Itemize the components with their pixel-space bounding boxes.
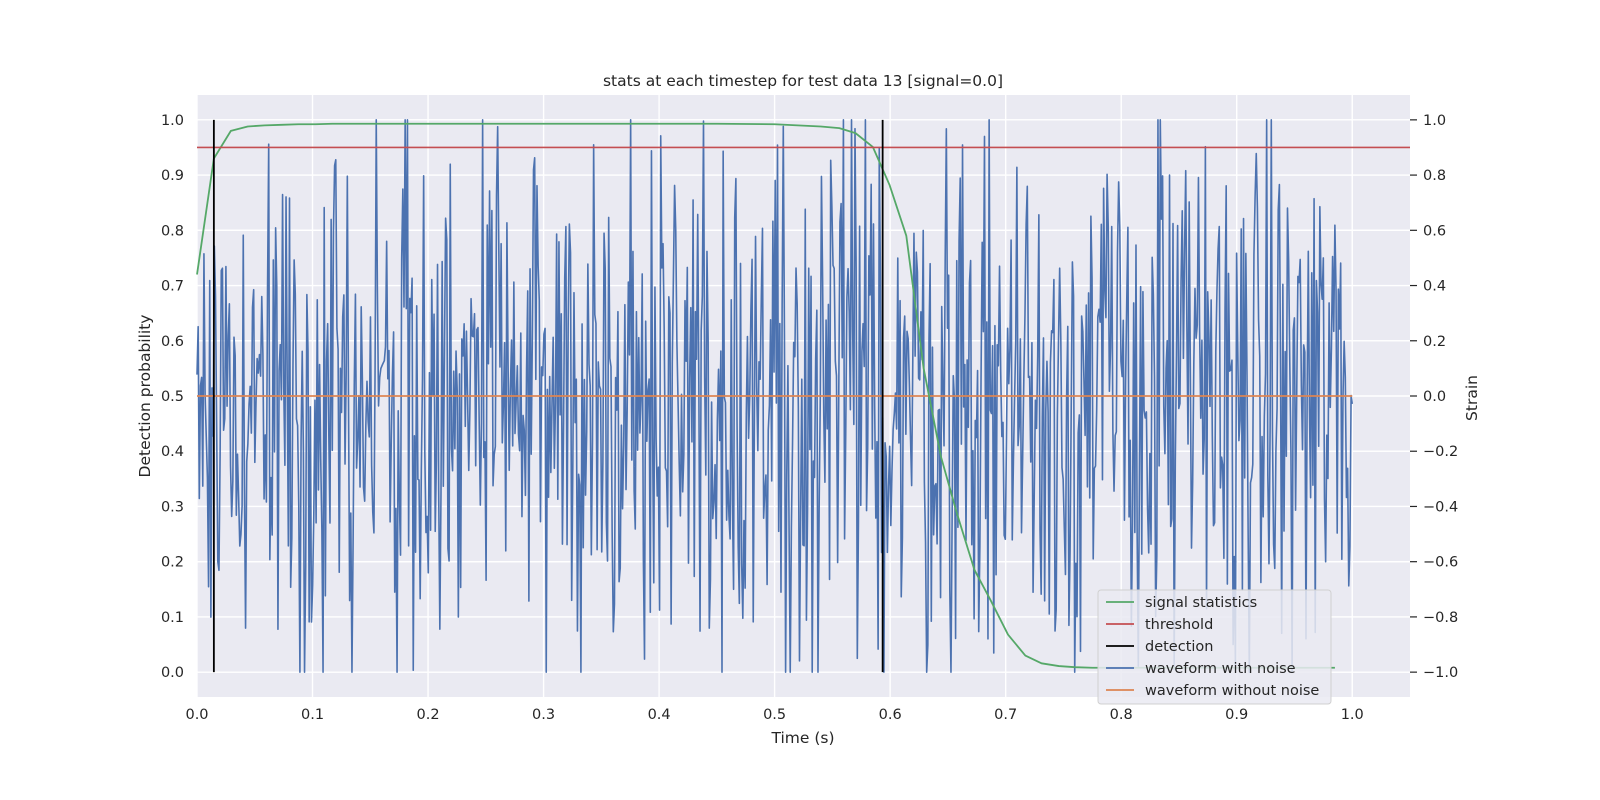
chart-legend: signal statistics threshold detection wa…	[1097, 589, 1332, 705]
y-tick-label: 0.9	[161, 168, 184, 184]
x-tick-label: 0.9	[1225, 707, 1248, 723]
y2-tick-label: 0.8	[1423, 168, 1446, 184]
chart-title: stats at each timestep for test data 13 …	[603, 72, 1003, 90]
y-tick-label: 0.7	[161, 279, 184, 295]
y2-tick-label: −0.2	[1423, 444, 1458, 460]
legend-label-waveform-without-noise: waveform without noise	[1145, 683, 1319, 699]
axis-ticks: 0.0 0.1 0.2 0.3 0.4 0.5 0.6 0.7 0.8 0.9 1.0 0.0 0.1 0…	[161, 113, 1458, 723]
y2-tick-label: 0.0	[1423, 389, 1446, 405]
y-tick-label: 0.8	[161, 223, 184, 239]
x-tick-label: 0.6	[879, 707, 902, 723]
series-waveform-with-noise	[196, 119, 1354, 673]
y-tick-label: 0.4	[161, 444, 184, 460]
y-tick-label: 0.3	[161, 499, 184, 515]
y2-axis-label: Strain	[1463, 375, 1481, 421]
y-tick-label: 0.6	[161, 334, 184, 350]
x-tick-label: 0.4	[648, 707, 671, 723]
x-axis-label: Time (s)	[770, 729, 834, 747]
legend-label-threshold: threshold	[1145, 617, 1213, 633]
x-tick-label: 0.3	[532, 707, 555, 723]
legend-label-detection: detection	[1145, 639, 1213, 655]
x-tick-label: 0.1	[301, 707, 324, 723]
x-tick-label: 0.5	[763, 707, 786, 723]
y2-tick-label: 0.6	[1423, 223, 1446, 239]
y-tick-label: 0.5	[161, 389, 184, 405]
legend-label-signal-statistics: signal statistics	[1145, 595, 1257, 611]
y2-tick-label: −1.0	[1423, 665, 1458, 681]
series-signal-statistics	[196, 122, 1335, 669]
y-tick-label: 1.0	[161, 113, 184, 129]
y2-tick-label: 0.4	[1423, 279, 1446, 295]
x-tick-label: 1.0	[1341, 707, 1364, 723]
y-tick-label: 0.2	[161, 555, 184, 571]
y2-tick-label: −0.6	[1423, 555, 1458, 571]
y2-tick-label: −0.8	[1423, 610, 1458, 626]
x-tick-label: 0.7	[994, 707, 1017, 723]
x-tick-label: 0.2	[417, 707, 440, 723]
chart-marks	[196, 119, 1410, 673]
y-tick-label: 0.0	[161, 665, 184, 681]
y2-tick-label: 0.2	[1423, 334, 1446, 350]
legend-label-waveform-with-noise: waveform with noise	[1145, 661, 1296, 677]
y-axis-label: Detection probability	[136, 315, 154, 478]
legend-frame	[1097, 589, 1332, 705]
y2-tick-label: −0.4	[1423, 499, 1458, 515]
y2-tick-label: 1.0	[1423, 113, 1446, 129]
x-tick-label: 0.8	[1110, 707, 1133, 723]
y-tick-label: 0.1	[161, 610, 184, 626]
x-tick-label: 0.0	[185, 707, 208, 723]
